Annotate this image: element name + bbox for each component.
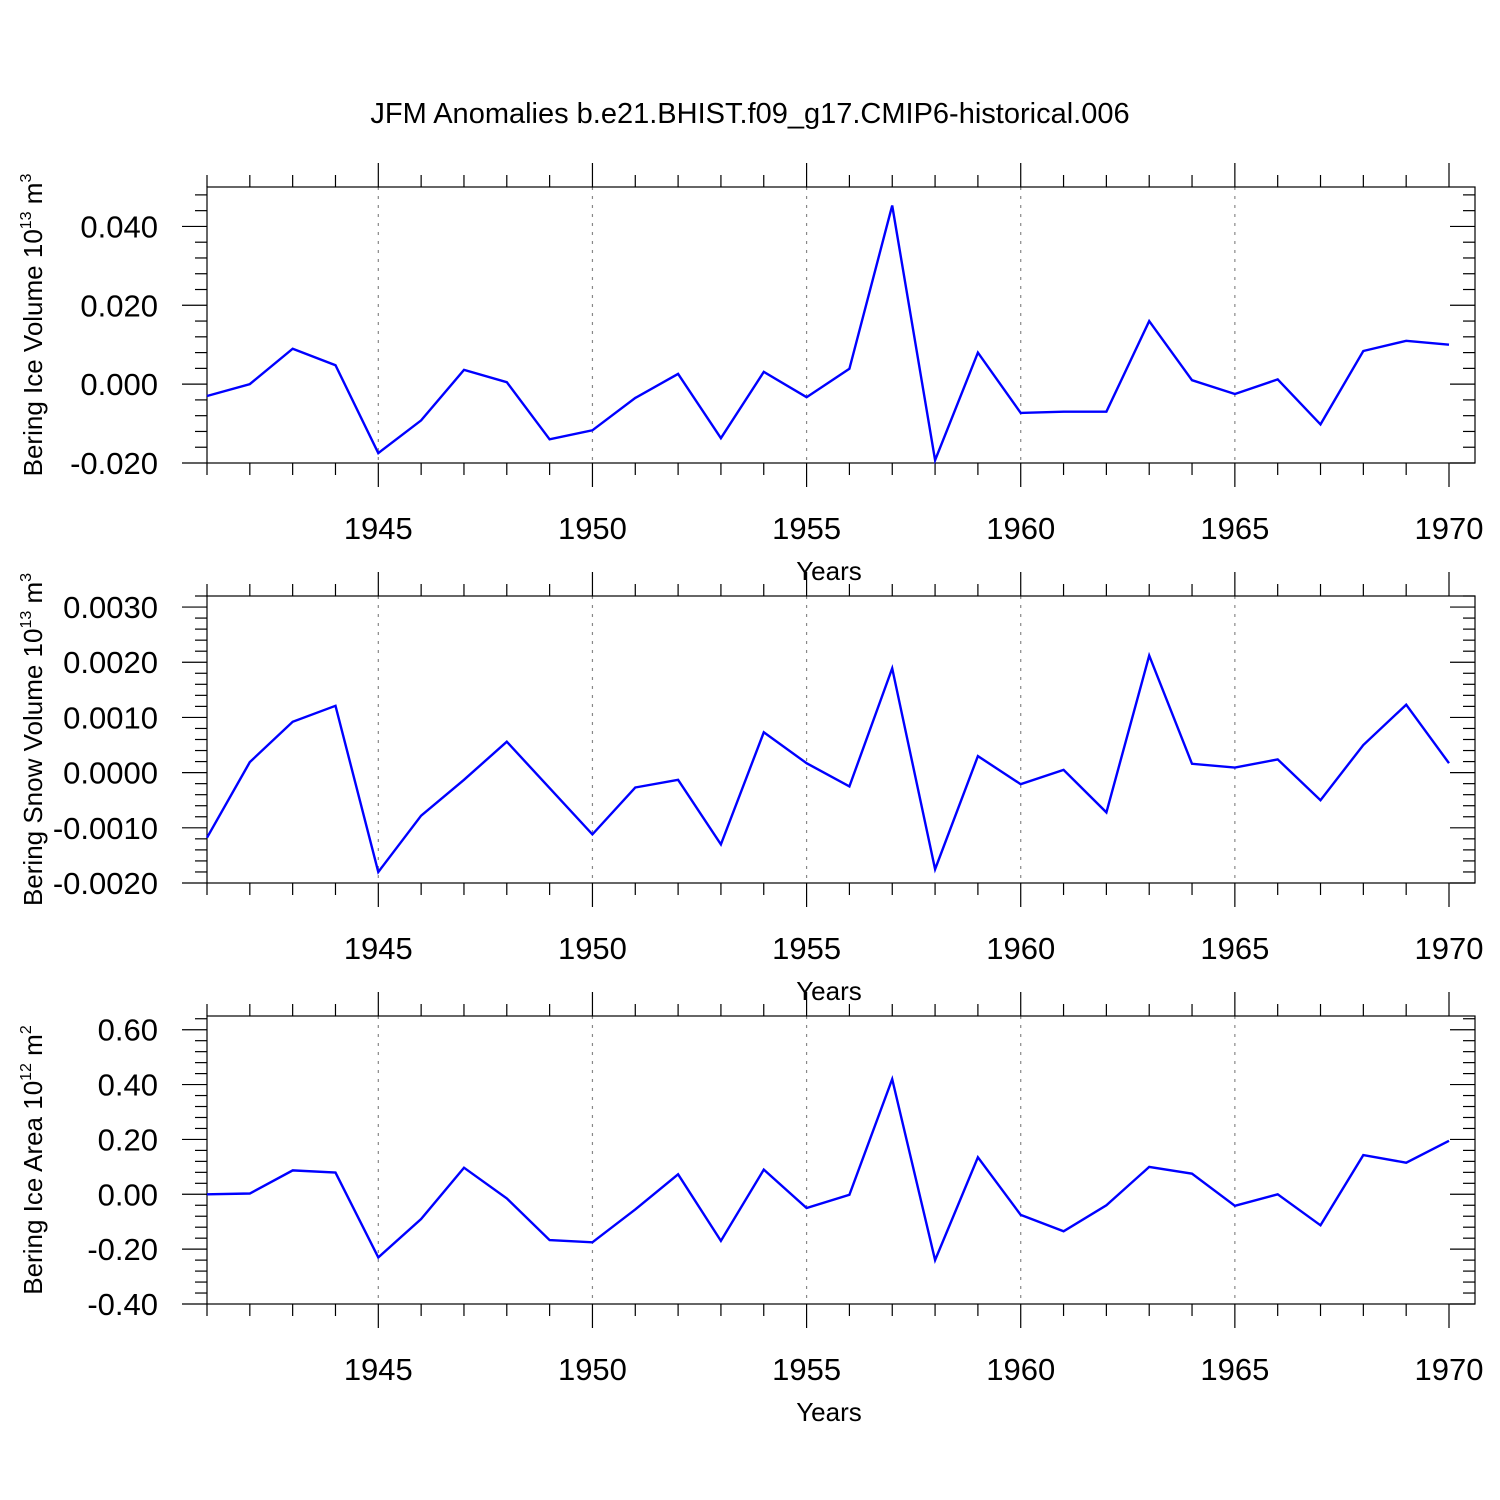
y-tick-label: 0.020	[80, 288, 158, 323]
chart-panel-2: 1945 1950 1955 1960 1965 1970Years-0.0020-0.0…	[18, 572, 1483, 1006]
series-line	[205, 651, 1450, 875]
y-axis-label: Bering Ice Volume 1013 m3	[18, 174, 48, 477]
x-tick-label: 1955	[772, 511, 841, 546]
x-tick-label: 1950	[558, 511, 627, 546]
x-axis-label: Years	[796, 1397, 862, 1427]
y-tick-label: -0.20	[87, 1232, 158, 1267]
y-axis-label: Bering Snow Volume 1013 m3	[18, 573, 48, 906]
y-tick-label: -0.020	[70, 446, 158, 481]
x-tick-label: 1950	[558, 931, 627, 966]
y-tick-label: -0.40	[87, 1287, 158, 1322]
y-axis-label: Bering Ice Area 1012 m2	[18, 1025, 48, 1295]
y-tick-label: 0.0020	[63, 645, 158, 680]
chart-panels: 1945 1950 1955 1960 1965 1970Years-0.0200.000…	[18, 163, 1483, 1427]
x-tick-label: 1965	[1200, 931, 1269, 966]
series-line	[206, 205, 1450, 465]
y-tick-label: 0.20	[98, 1122, 158, 1157]
plot-frame	[206, 1015, 1476, 1305]
x-tick-label: 1945	[344, 511, 413, 546]
y-tick-label: 0.00	[98, 1177, 158, 1212]
y-tick-label: -0.0020	[53, 866, 158, 901]
series-line	[206, 1074, 1450, 1264]
y-tick-label: 0.000	[80, 367, 158, 402]
figure-title: JFM Anomalies b.e21.BHIST.f09_g17.CMIP6-…	[370, 98, 1129, 130]
chart-panel-3: 1945 1950 1955 1960 1965 1970 Years -0.40 -0.20 0…	[18, 992, 1483, 1427]
y-tick-label: 0.60	[98, 1013, 158, 1048]
plot-frame	[206, 595, 1476, 884]
x-tick-label: 1945	[344, 1352, 413, 1387]
y-tick-label: 0.0000	[63, 756, 158, 791]
x-tick-label: 1955	[772, 931, 841, 966]
x-tick-label: 1955	[772, 1352, 841, 1387]
y-tick-label: 0.40	[98, 1068, 158, 1103]
x-tick-label: 1945	[344, 931, 413, 966]
plot-frame	[206, 186, 1476, 464]
chart-panel-1: 1945 1950 1955 1960 1965 1970Years-0.0200.000…	[18, 163, 1483, 586]
y-tick-label: -0.0010	[53, 811, 158, 846]
x-tick-label: 1970	[1415, 511, 1484, 546]
x-tick-label: 1970	[1415, 931, 1484, 966]
x-tick-label: 1960	[986, 931, 1055, 966]
x-tick-label: 1960	[986, 511, 1055, 546]
x-tick-label: 1970	[1415, 1352, 1484, 1387]
x-tick-label: 1950	[558, 1352, 627, 1387]
x-tick-label: 1965	[1200, 1352, 1269, 1387]
x-tick-label: 1965	[1200, 511, 1269, 546]
y-tick-label: 0.0030	[63, 590, 158, 625]
y-tick-label: 0.0010	[63, 700, 158, 735]
y-tick-label: 0.040	[80, 209, 158, 244]
x-tick-label: 1960	[986, 1352, 1055, 1387]
